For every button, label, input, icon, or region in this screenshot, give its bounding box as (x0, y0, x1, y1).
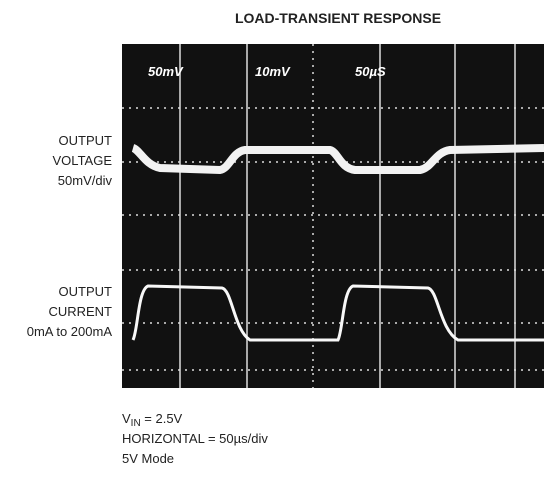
left-label: 0mA to 200mA (27, 324, 113, 339)
screen-label: 50µS (355, 64, 386, 79)
horizontal-note: HORIZONTAL = 50µs/div (122, 431, 268, 446)
left-label: 50mV/div (58, 173, 113, 188)
left-label: CURRENT (48, 304, 112, 319)
left-label: OUTPUT (59, 133, 113, 148)
screen-label: 10mV (255, 64, 291, 79)
screen-label: 50mV (148, 64, 184, 79)
title: LOAD-TRANSIENT RESPONSE (235, 10, 441, 26)
left-label: OUTPUT (59, 284, 113, 299)
left-label: VOLTAGE (53, 153, 113, 168)
scope-screen (122, 44, 544, 388)
vin-note: VIN = 2.5V (122, 411, 183, 429)
page: LOAD-TRANSIENT RESPONSE 50mV 10mV 50µS O… (0, 0, 544, 481)
mode-note: 5V Mode (122, 451, 174, 466)
